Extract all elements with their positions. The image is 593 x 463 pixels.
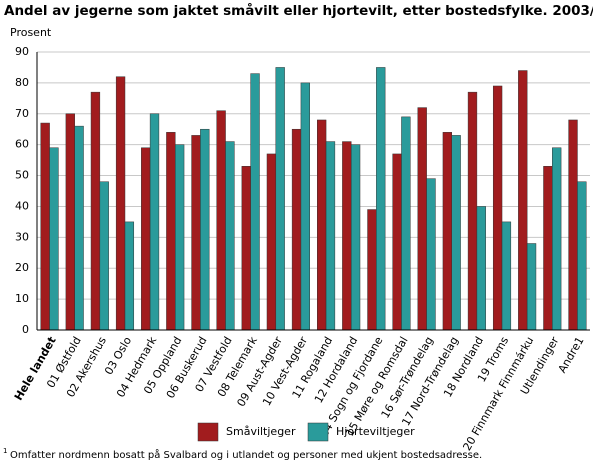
- bar: [342, 141, 352, 331]
- bar: [552, 147, 562, 331]
- y-tick-label: 40: [15, 199, 29, 212]
- y-tick-label: 90: [15, 45, 29, 58]
- x-tick-label: Hele landet: [12, 335, 59, 403]
- bar: [250, 73, 260, 331]
- bar: [149, 113, 160, 331]
- bar: [426, 178, 436, 331]
- bar: [300, 82, 310, 331]
- bar: [74, 125, 84, 331]
- bar: [216, 110, 226, 331]
- chart-title: Andel av jegerne som jaktet småvilt elle…: [4, 2, 593, 19]
- footnote-mark: 1: [3, 447, 7, 455]
- bar: [200, 128, 210, 331]
- y-tick-label: 60: [15, 138, 29, 151]
- legend-label: Småviltjeger: [226, 425, 296, 438]
- bar: [166, 132, 176, 331]
- bar: [241, 166, 251, 331]
- bar: [526, 243, 537, 331]
- bar: [501, 221, 512, 331]
- bar: [451, 135, 461, 331]
- bar: [266, 153, 277, 331]
- bar: [99, 181, 109, 331]
- bar: [367, 209, 377, 331]
- bar: [442, 132, 452, 331]
- bar: [350, 144, 361, 331]
- bar: [317, 119, 327, 331]
- bar: [124, 221, 135, 331]
- y-axis-label: Prosent: [10, 26, 52, 39]
- bar: [492, 85, 503, 331]
- bar: [49, 147, 59, 331]
- y-tick-label: 70: [15, 107, 29, 120]
- bar: [225, 141, 235, 331]
- y-tick-label: 0: [22, 323, 29, 336]
- bar: [376, 67, 386, 331]
- bar: [291, 128, 302, 331]
- y-tick-label: 10: [15, 292, 29, 305]
- bar: [401, 116, 411, 331]
- bar: [141, 147, 151, 331]
- bar: [577, 181, 587, 331]
- bar: [467, 91, 478, 331]
- bar: [175, 144, 185, 331]
- y-tick-label: 80: [15, 76, 29, 89]
- bar: [392, 153, 402, 331]
- footnote: Omfatter nordmenn bosatt på Svalbard og …: [10, 448, 482, 461]
- y-tick-label: 50: [15, 169, 29, 182]
- bar: [275, 67, 285, 331]
- bar: [115, 76, 126, 331]
- bar: [476, 206, 486, 331]
- bar: [518, 70, 528, 331]
- bar: [90, 91, 101, 331]
- bar: [65, 113, 75, 331]
- legend-swatch: [307, 422, 329, 442]
- legend-swatch: [197, 422, 219, 442]
- bar: [543, 166, 553, 331]
- bar: [40, 122, 50, 331]
- bar: [417, 107, 427, 331]
- bar: [568, 119, 578, 331]
- y-tick-label: 20: [15, 261, 29, 274]
- y-tick-label: 30: [15, 230, 29, 243]
- legend-label: Hjorteviltjeger: [336, 425, 415, 438]
- bar: [325, 141, 336, 331]
- bar: [191, 135, 201, 331]
